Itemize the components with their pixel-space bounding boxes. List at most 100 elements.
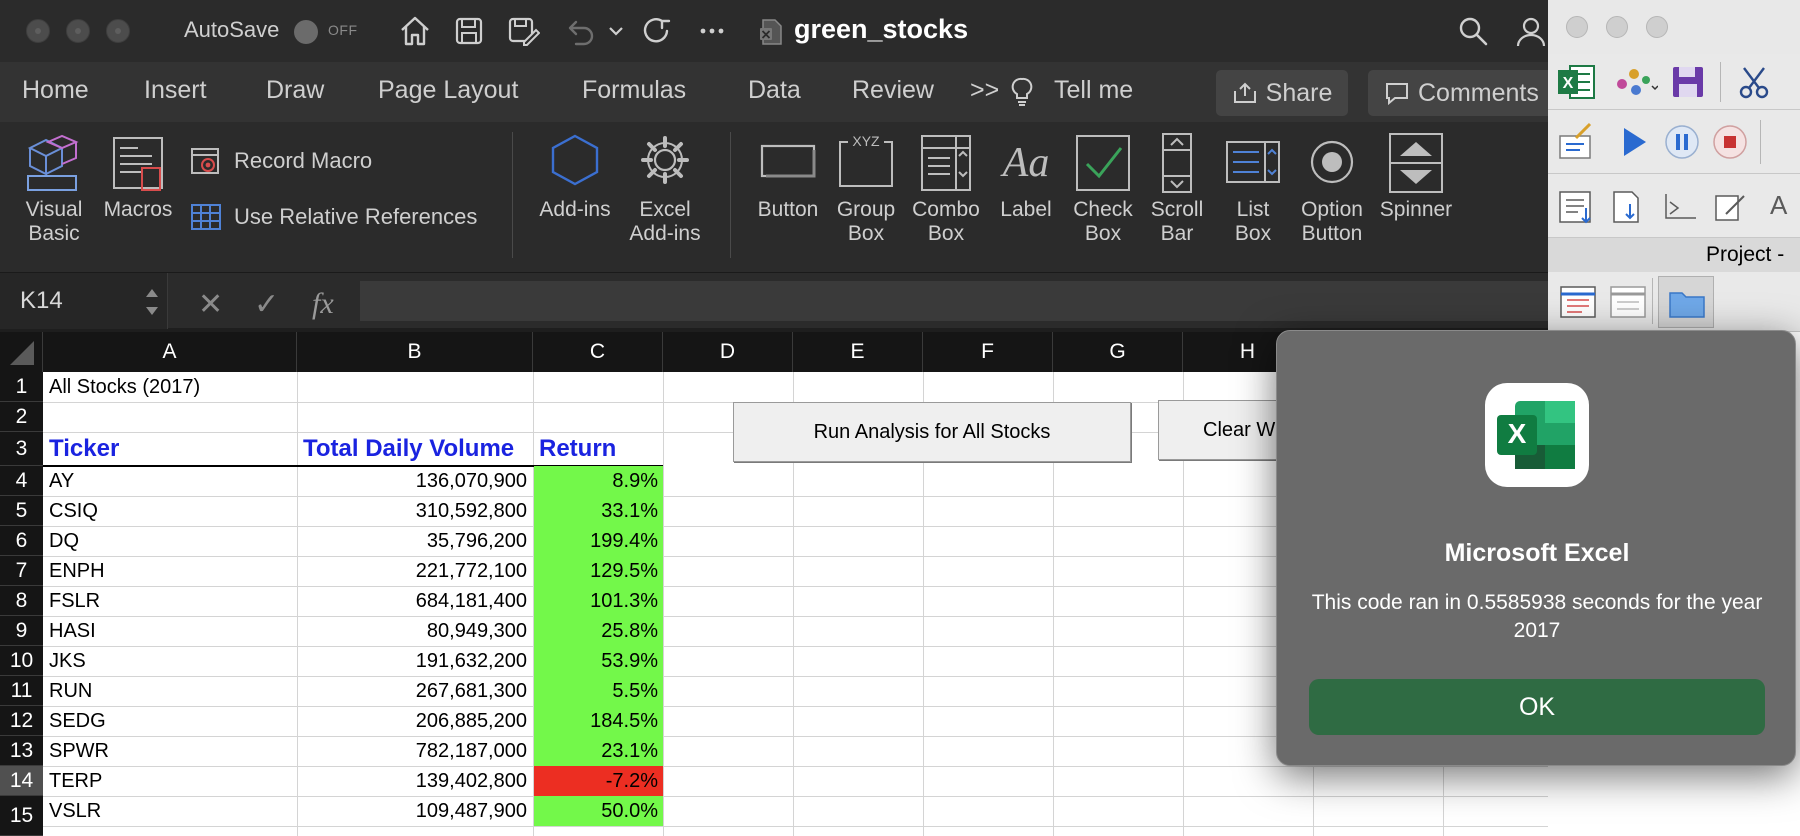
tell-me-search[interactable]: Tell me <box>1054 76 1134 104</box>
export-icon[interactable] <box>1608 188 1648 226</box>
cell-volume[interactable]: 109,487,900 <box>415 799 527 822</box>
more-tabs-button[interactable]: >> <box>970 76 1000 104</box>
cell-volume[interactable]: 310,592,800 <box>415 499 527 522</box>
cell-volume[interactable]: 191,632,200 <box>415 649 527 672</box>
combo-box-control[interactable]: Combo Box <box>910 132 982 246</box>
autosave-toggle[interactable]: OFF <box>294 18 364 44</box>
save-icon[interactable] <box>452 14 486 48</box>
column-header-d[interactable]: D <box>663 332 793 372</box>
column-header-c[interactable]: C <box>533 332 663 372</box>
cell-a1-title[interactable]: All Stocks (2017) <box>49 375 201 398</box>
cell-volume[interactable]: 35,796,200 <box>426 529 527 552</box>
indent-icon[interactable] <box>1660 188 1700 226</box>
cell-ticker[interactable]: SPWR <box>49 739 109 762</box>
cell-volume[interactable]: 80,949,300 <box>426 619 527 642</box>
formula-input[interactable] <box>360 281 1548 321</box>
header-return[interactable]: Return <box>539 435 617 462</box>
cell-volume[interactable]: 206,885,200 <box>415 709 527 732</box>
design-mode-icon[interactable] <box>1556 122 1596 162</box>
button-control[interactable]: Button <box>752 132 824 222</box>
row-header[interactable]: 12 <box>0 706 43 736</box>
row-header[interactable]: 10 <box>0 646 43 676</box>
use-relative-references-button[interactable]: Use Relative References <box>190 202 477 232</box>
cell-ticker[interactable]: FSLR <box>49 589 101 612</box>
tab-draw[interactable]: Draw <box>266 76 325 104</box>
search-icon[interactable] <box>1456 14 1490 48</box>
tab-insert[interactable]: Insert <box>144 76 207 104</box>
comments-button[interactable]: Comments <box>1368 70 1564 116</box>
cell-ticker[interactable]: SEDG <box>49 709 106 732</box>
cell-return[interactable]: -7.2% <box>534 766 663 796</box>
row-header[interactable]: 6 <box>0 526 43 556</box>
row-header[interactable]: 8 <box>0 586 43 616</box>
cut-icon[interactable] <box>1736 64 1772 100</box>
cell-return[interactable]: 8.9% <box>534 466 663 496</box>
excel-icon[interactable]: X <box>1556 62 1596 102</box>
add-ins-button[interactable]: Add-ins <box>530 132 620 222</box>
tab-data[interactable]: Data <box>748 76 801 104</box>
cell-ticker[interactable]: VSLR <box>49 799 102 822</box>
tab-formulas[interactable]: Formulas <box>582 76 687 104</box>
enter-entry-icon[interactable]: ✓ <box>254 288 280 321</box>
spinner-control[interactable]: Spinner <box>1376 132 1456 222</box>
maximize-window-button[interactable] <box>106 19 130 43</box>
cell-return[interactable]: 53.9% <box>534 646 663 676</box>
cell-return[interactable]: 5.5% <box>534 676 663 706</box>
select-all-corner[interactable] <box>0 332 43 372</box>
import-icon[interactable] <box>1556 188 1596 226</box>
row-header[interactable]: 3 <box>0 432 43 466</box>
name-box[interactable]: K14 <box>0 273 168 329</box>
list-box-control[interactable]: List Box <box>1218 132 1288 246</box>
tab-page-layout[interactable]: Page Layout <box>378 76 519 104</box>
check-box-control[interactable]: Check Box <box>1068 132 1138 246</box>
row-header[interactable]: 15 <box>0 796 43 836</box>
save-icon[interactable] <box>1670 64 1706 100</box>
header-total-daily-volume[interactable]: Total Daily Volume <box>303 435 515 462</box>
cell-return[interactable]: 50.0% <box>534 796 663 826</box>
vba-minimize-button[interactable] <box>1606 16 1628 38</box>
cell-volume[interactable]: 136,070,900 <box>415 469 527 492</box>
cell-return[interactable]: 25.8% <box>534 616 663 646</box>
macros-button[interactable]: Macros <box>100 132 176 222</box>
cell-ticker[interactable]: JKS <box>49 649 86 672</box>
row-header[interactable]: 9 <box>0 616 43 646</box>
label-control[interactable]: Aa Label <box>990 132 1062 222</box>
chevron-down-icon[interactable] <box>604 14 628 48</box>
insert-module-icon[interactable] <box>1614 64 1658 100</box>
view-code-icon[interactable] <box>1558 284 1598 320</box>
row-header[interactable]: 5 <box>0 496 43 526</box>
cell-ticker[interactable]: ENPH <box>49 559 105 582</box>
row-header[interactable]: 11 <box>0 676 43 706</box>
row-header[interactable]: 2 <box>0 402 43 432</box>
visual-basic-button[interactable]: Visual Basic <box>18 132 90 246</box>
minimize-window-button[interactable] <box>66 19 90 43</box>
close-window-button[interactable] <box>26 19 50 43</box>
row-header[interactable]: 7 <box>0 556 43 586</box>
cell-ticker[interactable]: RUN <box>49 679 93 702</box>
cancel-entry-icon[interactable]: ✕ <box>198 288 224 321</box>
row-header[interactable]: 13 <box>0 736 43 766</box>
row-header[interactable]: 4 <box>0 466 43 496</box>
cell-return[interactable]: 101.3% <box>534 586 663 616</box>
cell-return[interactable]: 23.1% <box>534 736 663 766</box>
column-header-g[interactable]: G <box>1053 332 1183 372</box>
row-header[interactable]: 1 <box>0 372 43 402</box>
cell-ticker[interactable]: DQ <box>49 529 79 552</box>
edit-icon[interactable] <box>1712 188 1752 226</box>
tab-home[interactable]: Home <box>22 76 89 104</box>
tab-review[interactable]: Review <box>852 76 934 104</box>
column-header-b[interactable]: B <box>297 332 533 372</box>
header-ticker[interactable]: Ticker <box>49 435 120 462</box>
cell-volume[interactable]: 267,681,300 <box>415 679 527 702</box>
group-box-control[interactable]: XYZ Group Box <box>830 132 902 246</box>
vba-close-button[interactable] <box>1566 16 1588 38</box>
run-analysis-button[interactable]: Run Analysis for All Stocks <box>733 402 1131 462</box>
scroll-bar-control[interactable]: Scroll Bar <box>1142 132 1212 246</box>
cell-volume[interactable]: 782,187,000 <box>415 739 527 762</box>
vba-maximize-button[interactable] <box>1646 16 1668 38</box>
cell-volume[interactable]: 684,181,400 <box>415 589 527 612</box>
cell-ticker[interactable]: AY <box>49 469 75 492</box>
option-button-control[interactable]: Option Button <box>1294 132 1370 246</box>
font-icon[interactable]: A <box>1770 190 1788 220</box>
redo-icon[interactable] <box>640 14 674 48</box>
